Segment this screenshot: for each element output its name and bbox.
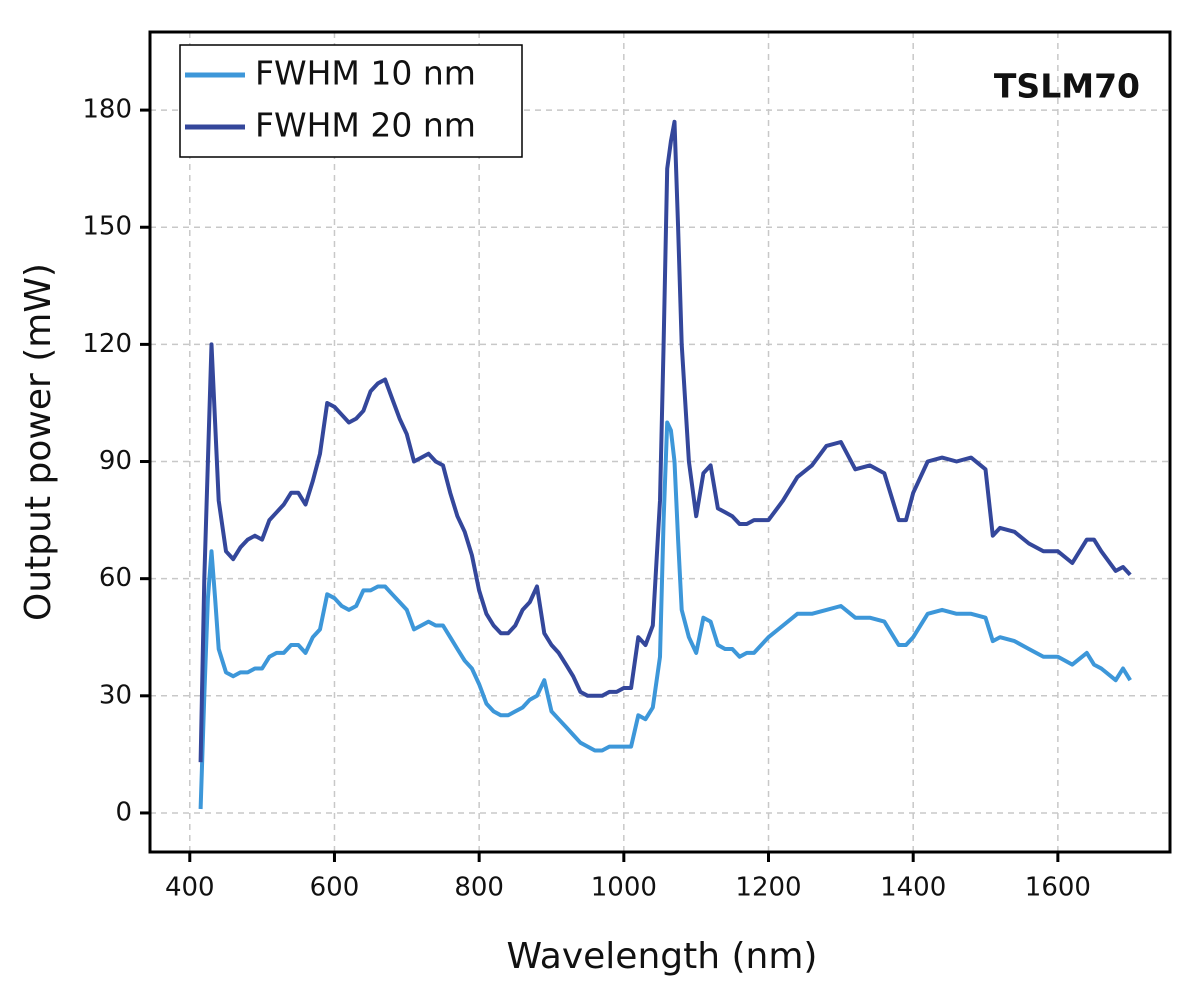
- legend-label: FWHM 20 nm: [255, 106, 476, 145]
- y-tick-label: 150: [82, 212, 132, 242]
- annotation: TSLM70: [994, 67, 1140, 106]
- x-tick-label: 1400: [880, 873, 946, 903]
- y-axis-title: Output power (mW): [18, 263, 59, 621]
- legend-label: FWHM 10 nm: [255, 54, 476, 93]
- y-tick-label: 30: [99, 680, 132, 710]
- x-axis-title: Wavelength (nm): [507, 936, 818, 977]
- data-line: [198, 119, 1132, 763]
- y-tick-label: 60: [99, 563, 132, 593]
- x-tick-label: 800: [454, 873, 504, 903]
- y-tick-label: 90: [99, 446, 132, 476]
- legend-box: [179, 44, 523, 158]
- x-tick-label: 1000: [591, 873, 657, 903]
- x-tick-label: 400: [165, 873, 215, 903]
- y-tick-label: 180: [82, 95, 132, 125]
- y-tick-label: 120: [82, 329, 132, 359]
- x-tick-label: 1200: [735, 873, 801, 903]
- data-line: [198, 420, 1132, 810]
- x-tick-label: 600: [310, 873, 360, 903]
- x-tick-label: 1600: [1025, 873, 1091, 903]
- y-tick-label: 0: [115, 797, 132, 827]
- plot-frame: [148, 30, 1172, 854]
